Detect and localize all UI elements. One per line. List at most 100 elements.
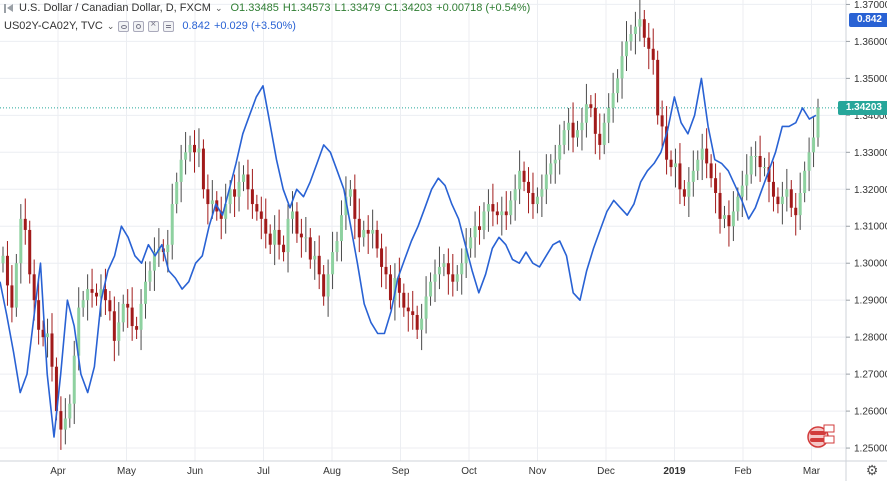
candle-body — [353, 189, 357, 219]
settings-icon[interactable]: ⚙ — [865, 462, 879, 478]
x-tick-label: Mar — [803, 466, 821, 477]
open-value: O1.33485 — [230, 2, 279, 14]
y-tick-label: 1.37000 — [854, 0, 887, 11]
candle-body — [616, 78, 620, 94]
candle-body — [135, 326, 139, 330]
candle-body — [571, 122, 575, 138]
usdcad-candles — [1, 0, 820, 450]
candle-body — [816, 107, 820, 138]
candle-body — [647, 37, 651, 49]
candle-body — [633, 26, 637, 35]
x-tick-label: 2019 — [663, 466, 686, 477]
candle-body — [362, 229, 366, 238]
candle-body — [705, 148, 709, 164]
y-tick-label: 1.30000 — [854, 259, 887, 270]
chevron-down-icon[interactable]: ⌄ — [106, 20, 115, 31]
candle-body — [758, 156, 762, 168]
candle-body — [46, 333, 50, 338]
candle-body — [37, 300, 41, 330]
candle-body — [420, 318, 424, 330]
candle-body — [28, 229, 32, 275]
collapse-icon[interactable] — [4, 3, 13, 13]
candle-body — [567, 122, 571, 131]
candle-body — [513, 189, 517, 201]
spread-series-legend[interactable]: US02Y-CA02Y, TVC ⌄ 0.842 +0.029 (+3.50%) — [4, 19, 296, 33]
candle-body — [152, 252, 156, 271]
candle-body — [331, 252, 335, 275]
y-tick-label: 1.36000 — [854, 37, 887, 48]
time-axis[interactable]: Apr May Jun Jul Aug Sep Oct Nov Dec 2019 Feb Mar — [0, 460, 887, 477]
close-icon[interactable] — [148, 19, 160, 32]
candle-body — [589, 104, 593, 108]
main-series-title[interactable]: U.S. Dollar / Canadian Dollar, D, FXCM — [19, 2, 211, 14]
candle-body — [406, 307, 410, 312]
spread-series-title[interactable]: US02Y-CA02Y, TVC — [4, 20, 103, 32]
candle-body — [593, 107, 597, 134]
candle-body — [335, 241, 339, 253]
gear-icon[interactable] — [133, 20, 145, 32]
candle-body — [219, 211, 223, 219]
candle-body — [32, 274, 36, 301]
spread-line-layer — [0, 77, 817, 438]
candle-body — [14, 263, 18, 308]
candle-body — [179, 159, 183, 182]
spread-last-price-label: 0.842 — [848, 13, 887, 27]
candle-body — [23, 218, 27, 230]
y-tick-label: 1.34000 — [854, 111, 887, 122]
candle-body — [268, 233, 272, 245]
candle-body — [197, 148, 201, 153]
candle-body — [19, 218, 23, 264]
candle-body — [714, 178, 718, 193]
candle-body — [273, 229, 277, 245]
candle-body — [531, 192, 535, 205]
candle-body — [250, 189, 254, 205]
candle-body — [518, 170, 522, 190]
candle-body — [50, 333, 54, 367]
candle-body — [384, 266, 388, 275]
candle-body — [718, 192, 722, 219]
candle-body — [553, 159, 557, 164]
y-tick-label: 1.32000 — [854, 185, 887, 196]
x-tick-label: May — [117, 466, 136, 477]
candle-body — [691, 170, 695, 182]
candle-body — [313, 255, 317, 260]
candle-body — [375, 229, 379, 249]
brand-badge-icon[interactable] — [806, 423, 836, 449]
candle-body — [308, 237, 312, 260]
more-icon[interactable] — [163, 20, 175, 32]
candle-body — [317, 255, 321, 275]
main-series-legend[interactable]: U.S. Dollar / Canadian Dollar, D, FXCM ⌄… — [4, 2, 530, 14]
chevron-down-icon[interactable]: ⌄ — [214, 2, 223, 13]
candle-body — [562, 130, 566, 145]
candle-body — [736, 196, 740, 212]
x-tick-label: Feb — [734, 466, 752, 477]
x-tick-label: Dec — [597, 466, 615, 477]
candle-body — [535, 196, 539, 205]
candle-body — [86, 289, 90, 301]
candle-body — [584, 104, 588, 123]
candle-body — [642, 19, 646, 38]
candle-body — [678, 163, 682, 190]
candle-body — [794, 207, 798, 216]
candle-body — [170, 204, 174, 245]
x-tick-label: Apr — [50, 466, 66, 477]
high-value: H1.34573 — [282, 2, 331, 14]
candle-body — [709, 163, 713, 179]
candle-body — [241, 174, 245, 182]
candle-body — [473, 226, 477, 238]
candle-body — [803, 170, 807, 193]
candle-body — [224, 204, 228, 219]
candle-body — [455, 274, 459, 282]
candle-body — [767, 167, 771, 182]
candle-body — [264, 218, 268, 234]
price-axis[interactable]: 1.37000 1.36000 1.35000 1.34000 1.33000 1.320… — [845, 0, 887, 481]
candle-body — [509, 200, 513, 216]
eye-icon[interactable] — [118, 20, 130, 32]
candle-body — [108, 300, 112, 312]
candle-body — [638, 19, 642, 27]
close-value: C1.34203 — [384, 2, 433, 14]
grid-lines — [0, 0, 846, 461]
candle-body — [754, 156, 758, 158]
x-tick-label: Aug — [323, 466, 341, 477]
